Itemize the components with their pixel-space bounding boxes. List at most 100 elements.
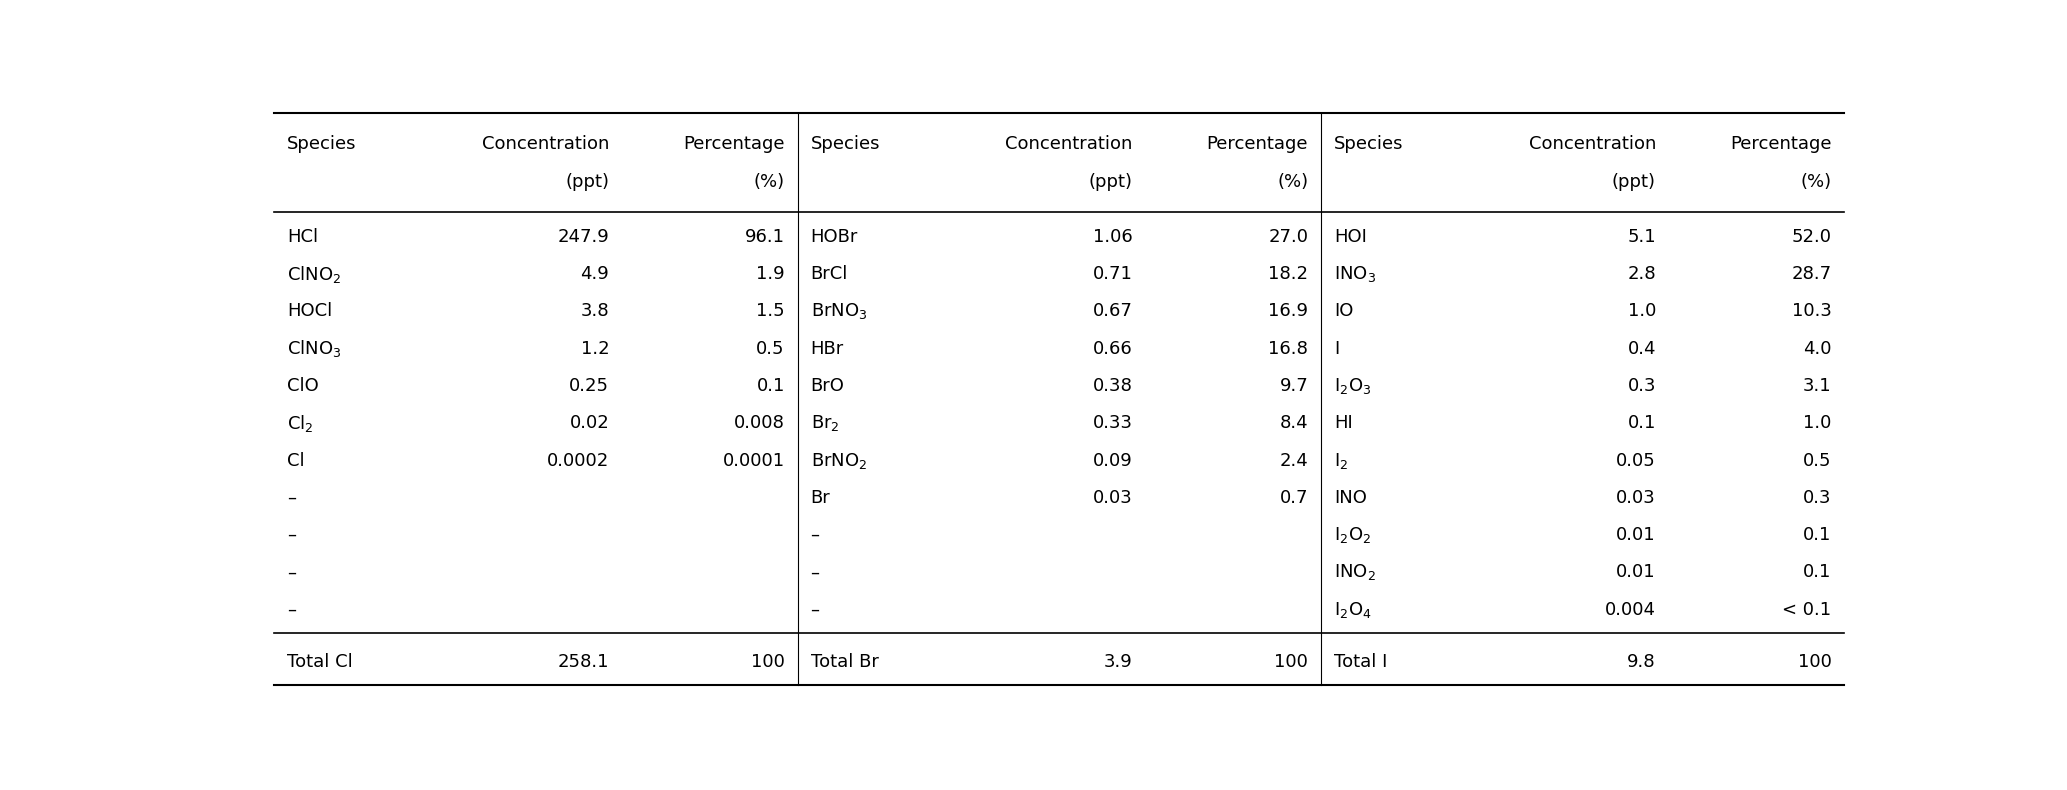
- Text: BrNO$_2$: BrNO$_2$: [810, 450, 866, 471]
- Text: 3.1: 3.1: [1802, 377, 1831, 395]
- Text: (%): (%): [1800, 173, 1831, 191]
- Text: 1.06: 1.06: [1093, 228, 1133, 246]
- Text: 0.5: 0.5: [1802, 452, 1831, 469]
- Text: 0.09: 0.09: [1093, 452, 1133, 469]
- Text: 258.1: 258.1: [558, 653, 610, 671]
- Text: 0.7: 0.7: [1279, 489, 1308, 507]
- Text: 0.25: 0.25: [568, 377, 610, 395]
- Text: Species: Species: [1333, 135, 1403, 153]
- Text: 247.9: 247.9: [558, 228, 610, 246]
- Text: BrCl: BrCl: [810, 265, 847, 283]
- Text: 1.5: 1.5: [757, 303, 785, 321]
- Text: HOBr: HOBr: [810, 228, 858, 246]
- Text: BrNO$_3$: BrNO$_3$: [810, 302, 866, 322]
- Text: 16.9: 16.9: [1269, 303, 1308, 321]
- Text: 0.004: 0.004: [1604, 600, 1656, 619]
- Text: 0.67: 0.67: [1093, 303, 1133, 321]
- Text: 100: 100: [1273, 653, 1308, 671]
- Text: Percentage: Percentage: [1207, 135, 1308, 153]
- Text: –: –: [287, 489, 296, 507]
- Text: 0.03: 0.03: [1093, 489, 1133, 507]
- Text: 0.38: 0.38: [1093, 377, 1133, 395]
- Text: INO: INO: [1333, 489, 1366, 507]
- Text: Species: Species: [287, 135, 358, 153]
- Text: 96.1: 96.1: [744, 228, 785, 246]
- Text: 3.9: 3.9: [1104, 653, 1133, 671]
- Text: I: I: [1333, 340, 1339, 358]
- Text: 16.8: 16.8: [1269, 340, 1308, 358]
- Text: I$_2$O$_2$: I$_2$O$_2$: [1333, 525, 1370, 545]
- Text: Percentage: Percentage: [1730, 135, 1831, 153]
- Text: 0.5: 0.5: [757, 340, 785, 358]
- Text: 3.8: 3.8: [581, 303, 610, 321]
- Text: 1.0: 1.0: [1627, 303, 1656, 321]
- Text: –: –: [810, 600, 819, 619]
- Text: 28.7: 28.7: [1792, 265, 1831, 283]
- Text: BrO: BrO: [810, 377, 845, 395]
- Text: Total Br: Total Br: [810, 653, 878, 671]
- Text: (ppt): (ppt): [1089, 173, 1133, 191]
- Text: ClNO$_2$: ClNO$_2$: [287, 264, 341, 284]
- Text: Cl$_2$: Cl$_2$: [287, 413, 314, 434]
- Text: INO$_3$: INO$_3$: [1333, 264, 1377, 284]
- Text: 0.02: 0.02: [570, 414, 610, 432]
- Text: Concentration: Concentration: [1528, 135, 1656, 153]
- Text: (%): (%): [1277, 173, 1308, 191]
- Text: 1.9: 1.9: [757, 265, 785, 283]
- Text: Total I: Total I: [1333, 653, 1387, 671]
- Text: 0.71: 0.71: [1093, 265, 1133, 283]
- Text: 9.7: 9.7: [1279, 377, 1308, 395]
- Text: 0.33: 0.33: [1093, 414, 1133, 432]
- Text: 0.01: 0.01: [1616, 563, 1656, 581]
- Text: 2.8: 2.8: [1627, 265, 1656, 283]
- Text: HBr: HBr: [810, 340, 843, 358]
- Text: (ppt): (ppt): [564, 173, 610, 191]
- Text: 0.1: 0.1: [1802, 563, 1831, 581]
- Text: 0.3: 0.3: [1627, 377, 1656, 395]
- Text: –: –: [287, 600, 296, 619]
- Text: Cl: Cl: [287, 452, 304, 469]
- Text: 0.1: 0.1: [757, 377, 785, 395]
- Text: (ppt): (ppt): [1612, 173, 1656, 191]
- Text: 27.0: 27.0: [1269, 228, 1308, 246]
- Text: Percentage: Percentage: [684, 135, 785, 153]
- Text: Species: Species: [810, 135, 881, 153]
- Text: 0.3: 0.3: [1802, 489, 1831, 507]
- Text: –: –: [810, 563, 819, 581]
- Text: 5.1: 5.1: [1627, 228, 1656, 246]
- Text: Concentration: Concentration: [1005, 135, 1133, 153]
- Text: 100: 100: [750, 653, 785, 671]
- Text: 0.008: 0.008: [734, 414, 785, 432]
- Text: 1.2: 1.2: [581, 340, 610, 358]
- Text: –: –: [287, 563, 296, 581]
- Text: 9.8: 9.8: [1627, 653, 1656, 671]
- Text: I$_2$: I$_2$: [1333, 450, 1348, 471]
- Text: 52.0: 52.0: [1792, 228, 1831, 246]
- Text: HOCl: HOCl: [287, 303, 333, 321]
- Text: 8.4: 8.4: [1279, 414, 1308, 432]
- Text: 18.2: 18.2: [1269, 265, 1308, 283]
- Text: 0.05: 0.05: [1616, 452, 1656, 469]
- Text: 1.0: 1.0: [1802, 414, 1831, 432]
- Text: 0.03: 0.03: [1616, 489, 1656, 507]
- Text: 4.9: 4.9: [581, 265, 610, 283]
- Text: 0.0002: 0.0002: [548, 452, 610, 469]
- Text: ClO: ClO: [287, 377, 318, 395]
- Text: 0.01: 0.01: [1616, 526, 1656, 544]
- Text: (%): (%): [754, 173, 785, 191]
- Text: 0.4: 0.4: [1627, 340, 1656, 358]
- Text: IO: IO: [1333, 303, 1354, 321]
- Text: HOI: HOI: [1333, 228, 1366, 246]
- Text: 10.3: 10.3: [1792, 303, 1831, 321]
- Text: –: –: [810, 526, 819, 544]
- Text: HCl: HCl: [287, 228, 318, 246]
- Text: I$_2$O$_4$: I$_2$O$_4$: [1333, 600, 1370, 619]
- Text: HI: HI: [1333, 414, 1352, 432]
- Text: < 0.1: < 0.1: [1782, 600, 1831, 619]
- Text: Br: Br: [810, 489, 831, 507]
- Text: ClNO$_3$: ClNO$_3$: [287, 338, 341, 359]
- Text: 4.0: 4.0: [1802, 340, 1831, 358]
- Text: Total Cl: Total Cl: [287, 653, 353, 671]
- Text: 0.66: 0.66: [1093, 340, 1133, 358]
- Text: 0.1: 0.1: [1802, 526, 1831, 544]
